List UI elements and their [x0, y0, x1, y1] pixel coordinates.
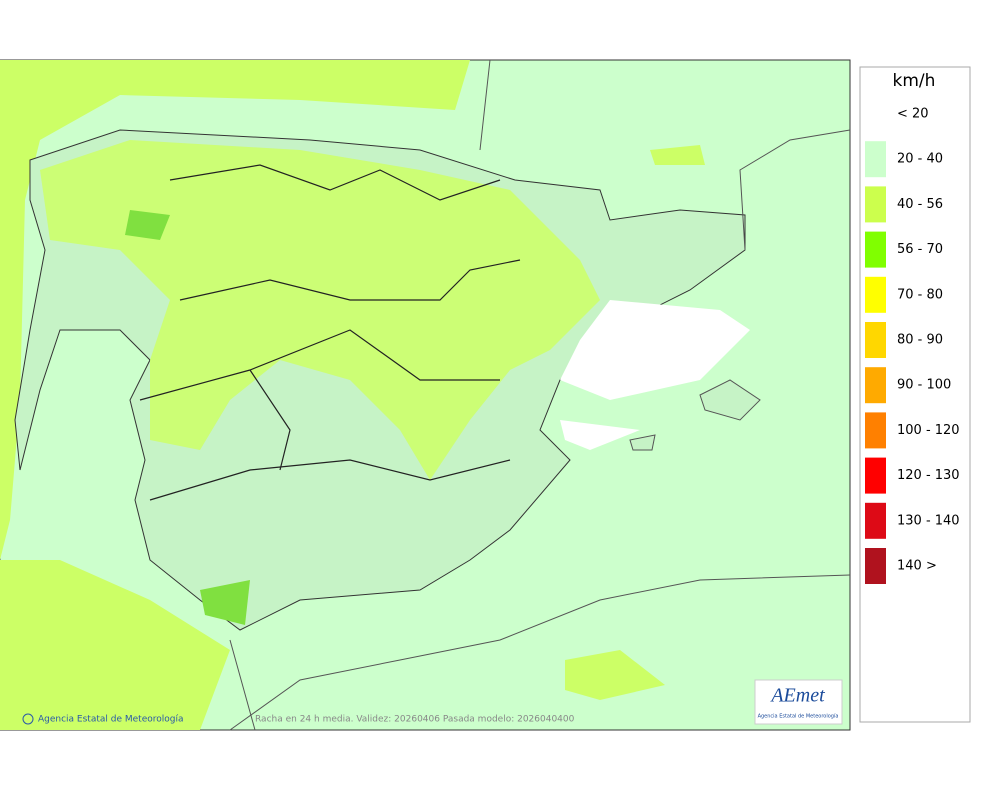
logo-box	[754, 679, 843, 725]
legend-label: 20 - 40	[897, 152, 943, 167]
legend-swatch	[865, 412, 886, 449]
legend-label: 100 - 120	[897, 423, 960, 438]
island	[699, 379, 761, 421]
legend-swatch	[865, 186, 886, 223]
legend-swatch	[865, 231, 886, 268]
region-border	[139, 164, 521, 501]
legend-label: 40 - 56	[897, 197, 943, 212]
copyright-icon	[22, 713, 34, 725]
legend-label: < 20	[897, 107, 929, 122]
coastline	[739, 129, 851, 251]
map: Agencia Estatal de Meteorología Racha en…	[0, 59, 851, 731]
legend: km/h < 20 20 - 40 40 - 56 56 - 70 70 - 80 80 …	[859, 66, 971, 723]
legend-label: 130 - 140	[897, 513, 960, 528]
legend-label: 120 - 130	[897, 468, 960, 483]
wind-zone	[200, 580, 250, 625]
wind-zone	[0, 60, 470, 560]
border	[229, 59, 491, 731]
legend-label: 140 >	[897, 559, 937, 574]
wind-zone	[125, 210, 170, 240]
legend-label: 90 - 100	[897, 378, 951, 393]
footer-info: Racha en 24 h media. Validez: 20260406 P…	[255, 715, 575, 725]
wind-zone	[565, 650, 665, 700]
wind-zone	[40, 140, 600, 480]
wind-zone	[0, 560, 230, 730]
legend-swatch	[865, 276, 886, 313]
legend-swatch	[865, 548, 886, 584]
data-gap	[560, 420, 640, 450]
wind-zone	[650, 145, 705, 165]
legend-label: 80 - 90	[897, 333, 943, 348]
legend-swatch	[865, 141, 886, 178]
legend-swatch	[865, 457, 886, 494]
coastline	[229, 574, 851, 731]
legend-title: km/h	[893, 71, 936, 91]
data-gap	[560, 300, 750, 400]
legend-swatch	[865, 367, 886, 404]
logo: AEmet	[769, 685, 825, 707]
island	[629, 434, 656, 451]
logo-subtitle: Agencia Estatal de Meteorología	[758, 713, 839, 720]
legend-label: 70 - 80	[897, 287, 943, 302]
footer-credit: Agencia Estatal de Meteorología	[38, 715, 184, 725]
legend-label: 56 - 70	[897, 242, 943, 257]
legend-swatch	[865, 502, 886, 539]
legend-swatch	[865, 322, 886, 358]
